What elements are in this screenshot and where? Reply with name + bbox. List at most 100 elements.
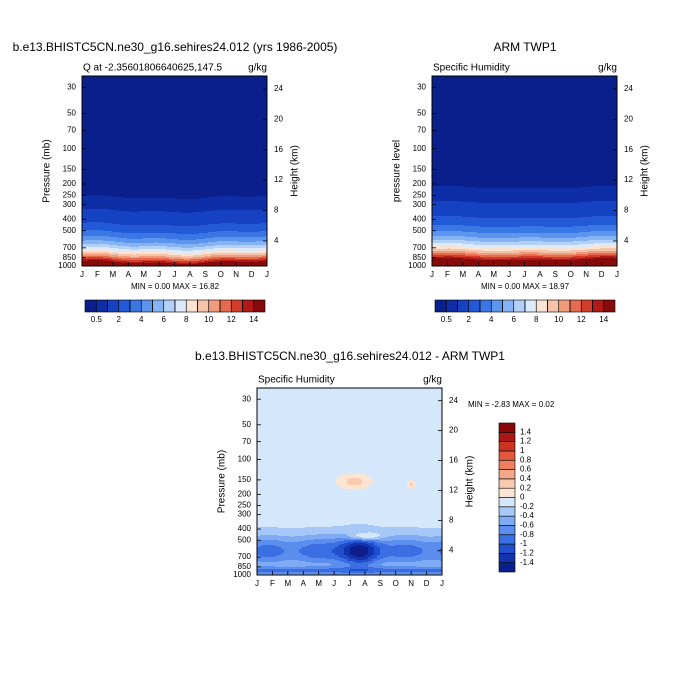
contour-fill — [440, 388, 443, 529]
contour-fill — [516, 227, 520, 234]
contour-fill — [238, 262, 242, 267]
contour-fill — [522, 248, 526, 251]
contour-fill — [253, 232, 257, 238]
contour-fill — [588, 259, 592, 267]
contour-fill — [501, 188, 505, 204]
contour-fill — [320, 566, 324, 570]
contour-fill — [540, 255, 544, 257]
colorbar-label: 8 — [534, 315, 539, 324]
contour-fill — [208, 76, 212, 198]
contour-fill — [398, 572, 402, 575]
contour-fill — [558, 259, 562, 261]
contour-fill — [395, 535, 399, 541]
contour-fill — [555, 245, 559, 249]
contour-fill — [163, 254, 167, 257]
contour-fill — [299, 553, 303, 562]
contour-fill — [525, 258, 529, 261]
contour-fill — [398, 540, 402, 546]
contour-fill — [356, 560, 360, 564]
contour-fill — [588, 255, 592, 258]
contour-fill — [495, 253, 499, 256]
contour-fill — [211, 257, 215, 260]
contour-fill — [103, 236, 107, 242]
contour-fill — [404, 388, 408, 528]
contour-fill — [410, 545, 414, 558]
contour-fill — [431, 560, 435, 568]
contour-fill — [453, 225, 457, 232]
contour-fill — [190, 261, 194, 264]
contour-fill — [290, 572, 294, 575]
contour-fill — [440, 569, 443, 573]
contour-fill — [350, 473, 354, 479]
contour-fill — [383, 558, 387, 564]
contour-fill — [272, 569, 276, 573]
contour-fill — [112, 255, 116, 258]
colorbar-box — [524, 299, 537, 313]
contour-fill — [226, 223, 230, 232]
contour-fill — [365, 555, 369, 560]
contour-fill — [374, 533, 378, 538]
contour-fill — [377, 572, 381, 575]
contour-fill — [615, 257, 618, 259]
contour-fill — [136, 262, 140, 264]
contour-fill — [244, 255, 248, 258]
contour-fill — [253, 253, 257, 256]
x-tick-label: O — [568, 270, 574, 279]
y-tick-label: 850 — [413, 253, 427, 262]
contour-fill — [103, 261, 107, 267]
contour-fill — [136, 247, 140, 251]
contour-fill — [238, 255, 242, 258]
contour-fill — [365, 559, 369, 563]
contour-fill — [528, 254, 532, 257]
y-tick-label: 300 — [238, 510, 252, 519]
contour-fill — [109, 231, 113, 238]
contour-fill — [365, 540, 369, 542]
contour-fill — [235, 76, 239, 197]
contour-fill — [371, 388, 375, 481]
contour-fill — [495, 260, 499, 267]
contour-fill — [88, 240, 92, 245]
contour-fill — [82, 258, 86, 260]
contour-fill — [356, 388, 360, 474]
contour-fill — [244, 210, 248, 225]
contour-fill — [247, 237, 251, 243]
colorbar-box — [434, 299, 447, 313]
x-tick-label: M — [459, 270, 466, 279]
contour-fill — [193, 263, 197, 265]
contour-fill — [118, 261, 122, 263]
contour-fill — [296, 572, 300, 575]
contour-fill — [558, 253, 562, 256]
contour-fill — [480, 242, 484, 246]
contour-fill — [438, 236, 442, 241]
contour-fill — [187, 260, 191, 262]
contour-fill — [259, 248, 263, 251]
contour-fill — [160, 233, 164, 239]
contour-fill — [573, 241, 577, 246]
contour-fill — [600, 253, 604, 256]
contour-fill — [157, 225, 161, 234]
contour-fill — [603, 236, 607, 241]
contour-fill — [534, 245, 538, 249]
contour-fill — [305, 540, 309, 547]
contour-fill — [260, 572, 264, 575]
contour-fill — [344, 547, 348, 556]
contour-fill — [465, 244, 469, 248]
contour-fill — [468, 254, 472, 257]
contour-fill — [359, 541, 363, 544]
contour-fill — [275, 562, 279, 568]
contour-fill — [612, 225, 616, 232]
contour-fill — [256, 253, 260, 256]
contour-fill — [447, 231, 451, 237]
contour-fill — [368, 541, 372, 544]
contour-fill — [419, 569, 423, 573]
contour-fill — [347, 561, 351, 565]
contour-fill — [543, 76, 547, 189]
contour-fill — [606, 236, 610, 241]
contour-fill — [223, 223, 227, 232]
contour-fill — [477, 226, 481, 234]
contour-fill — [501, 233, 505, 239]
contour-fill — [190, 256, 194, 259]
contour-fill — [121, 256, 125, 259]
x-tick-label: O — [393, 579, 399, 588]
contour-fill — [579, 259, 583, 267]
